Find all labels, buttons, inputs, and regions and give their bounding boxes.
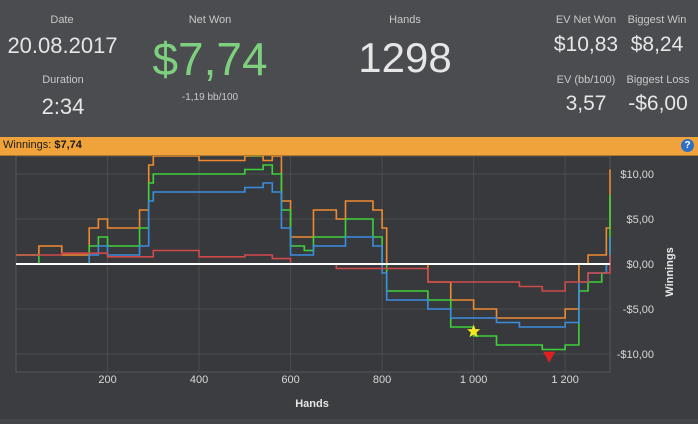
winnings-bar: Winnings: $7,74 ? bbox=[0, 137, 698, 156]
biggest-win-value: $8,24 bbox=[630, 33, 684, 56]
ev-net-won-value: $10,83 bbox=[553, 33, 619, 56]
y-tick-label: -$10,00 bbox=[617, 349, 654, 361]
duration-value: 2:34 bbox=[41, 94, 85, 119]
biggest-win-label: Biggest Win bbox=[627, 14, 687, 26]
tick-layer: 200 400 600 800 1 000 1 200 $10,00 $5,00 $0,00 -$… bbox=[98, 169, 654, 386]
date-label: Date bbox=[50, 14, 74, 26]
x-tick-label: 200 bbox=[98, 374, 116, 386]
stats-panel: Date 20.08.2017 Duration 2:34 Net Won $7… bbox=[0, 0, 698, 137]
hands-value: 1298 bbox=[358, 34, 452, 81]
y-tick-label: $5,00 bbox=[626, 214, 654, 226]
biggest-loss-value: -$6,00 bbox=[628, 92, 688, 115]
date-value: 20.08.2017 bbox=[7, 33, 118, 58]
star-marker bbox=[467, 324, 481, 338]
winnings-value: $7,74 bbox=[54, 139, 82, 151]
x-tick-label: 600 bbox=[281, 374, 299, 386]
duration-label: Duration bbox=[42, 74, 84, 86]
biggest-loss-marker bbox=[543, 351, 556, 363]
bb-per-100: -1,19 bb/100 bbox=[181, 92, 239, 103]
winnings-chart: 200 400 600 800 1 000 1 200 $10,00 $5,00 $0,00 -$… bbox=[15, 145, 676, 410]
winnings-label-group: Winnings: $7,74 bbox=[3, 139, 82, 151]
ev-bb-value: 3,57 bbox=[565, 92, 607, 115]
series-line-2 bbox=[16, 164, 611, 351]
biggest-win-marker bbox=[250, 145, 263, 157]
y-axis-label: Winnings bbox=[664, 247, 676, 296]
x-tick-label: 800 bbox=[373, 374, 391, 386]
biggest-loss-label: Biggest Loss bbox=[626, 74, 690, 86]
ev-net-won-label: EV Net Won bbox=[555, 14, 617, 26]
y-tick-label: $0,00 bbox=[626, 259, 654, 271]
y-tick-label: -$5,00 bbox=[623, 304, 654, 316]
x-axis-label: Hands bbox=[295, 398, 329, 410]
winnings-label: Winnings: bbox=[3, 139, 52, 151]
x-tick-label: 1 000 bbox=[460, 374, 488, 386]
net-won-label: Net Won bbox=[188, 14, 232, 26]
y-tick-label: $10,00 bbox=[620, 169, 654, 181]
series-line-1 bbox=[16, 155, 611, 319]
chart-area: 200 400 600 800 1 000 1 200 $10,00 $5,00 $0,00 -$… bbox=[0, 145, 698, 419]
x-tick-label: 1 200 bbox=[551, 374, 579, 386]
series-line-3 bbox=[16, 182, 611, 328]
net-won-value: $7,74 bbox=[152, 33, 268, 85]
ev-bb-label: EV (bb/100) bbox=[556, 74, 616, 86]
x-tick-label: 400 bbox=[190, 374, 208, 386]
help-icon[interactable]: ? bbox=[681, 139, 694, 152]
hands-label: Hands bbox=[389, 14, 421, 26]
